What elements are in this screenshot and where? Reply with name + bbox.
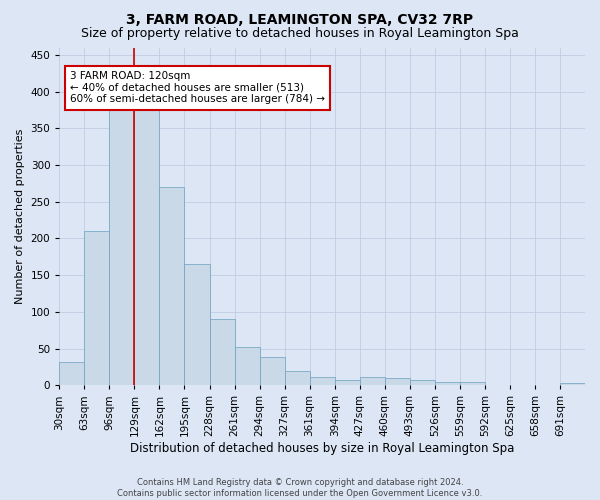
- Bar: [209, 319, 235, 386]
- Bar: [560, 383, 585, 386]
- Text: 3, FARM ROAD, LEAMINGTON SPA, CV32 7RP: 3, FARM ROAD, LEAMINGTON SPA, CV32 7RP: [127, 12, 473, 26]
- Bar: [310, 377, 335, 386]
- Bar: [134, 110, 160, 386]
- Bar: [260, 358, 284, 386]
- Bar: [510, 384, 535, 386]
- Bar: [85, 231, 109, 386]
- Y-axis label: Number of detached properties: Number of detached properties: [15, 128, 25, 304]
- X-axis label: Distribution of detached houses by size in Royal Leamington Spa: Distribution of detached houses by size …: [130, 442, 514, 455]
- Bar: [435, 382, 460, 386]
- Bar: [235, 347, 260, 386]
- Bar: [535, 384, 560, 386]
- Bar: [460, 382, 485, 386]
- Text: 3 FARM ROAD: 120sqm
← 40% of detached houses are smaller (513)
60% of semi-detac: 3 FARM ROAD: 120sqm ← 40% of detached ho…: [70, 71, 325, 104]
- Bar: [59, 362, 85, 386]
- Text: Contains HM Land Registry data © Crown copyright and database right 2024.
Contai: Contains HM Land Registry data © Crown c…: [118, 478, 482, 498]
- Bar: [160, 187, 184, 386]
- Bar: [385, 378, 410, 386]
- Bar: [109, 110, 134, 386]
- Bar: [410, 380, 435, 386]
- Text: Size of property relative to detached houses in Royal Leamington Spa: Size of property relative to detached ho…: [81, 28, 519, 40]
- Bar: [360, 377, 385, 386]
- Bar: [184, 264, 209, 386]
- Bar: [485, 384, 510, 386]
- Bar: [284, 370, 310, 386]
- Bar: [335, 380, 360, 386]
